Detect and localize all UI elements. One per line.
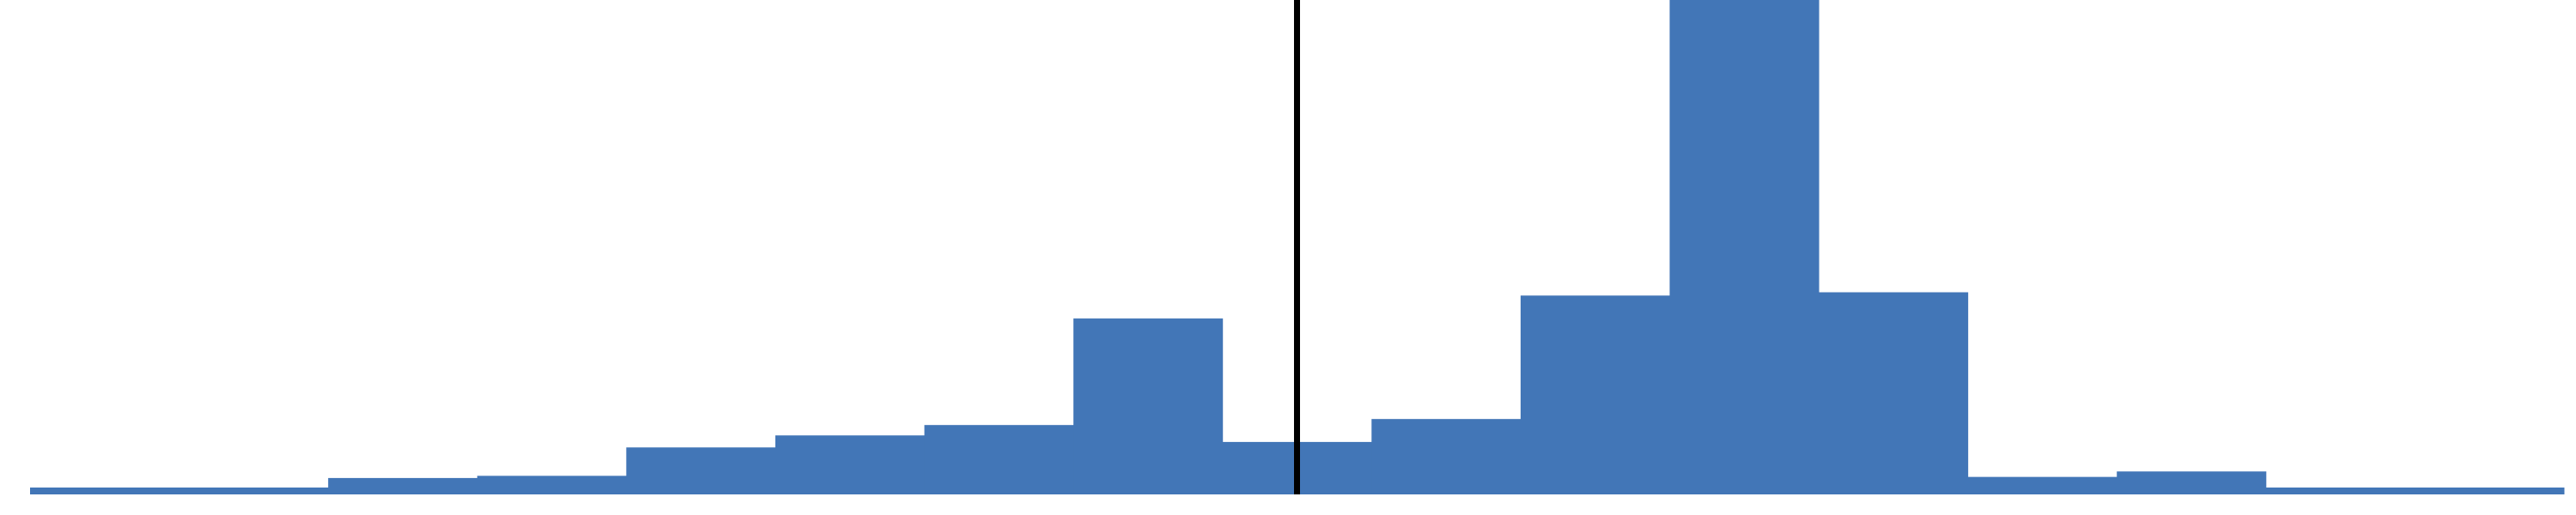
histogram-bar <box>30 488 180 494</box>
histogram-bar <box>477 476 627 494</box>
histogram-bar <box>1819 292 1969 494</box>
histogram-bar <box>2415 488 2565 494</box>
histogram-bar <box>626 447 776 494</box>
histogram-bar <box>1669 0 1820 494</box>
histogram-bar <box>328 477 478 494</box>
histogram-bar <box>179 488 329 494</box>
histogram-bar <box>1520 295 1670 494</box>
histogram-bar <box>2265 488 2415 494</box>
histogram-bar <box>924 425 1074 494</box>
histogram-bar <box>1371 419 1522 494</box>
histogram-bar <box>2117 471 2267 494</box>
bars-group <box>30 0 2565 494</box>
histogram-bar <box>1967 476 2117 494</box>
histogram-bar <box>775 435 926 494</box>
histogram-bar <box>1073 318 1224 494</box>
